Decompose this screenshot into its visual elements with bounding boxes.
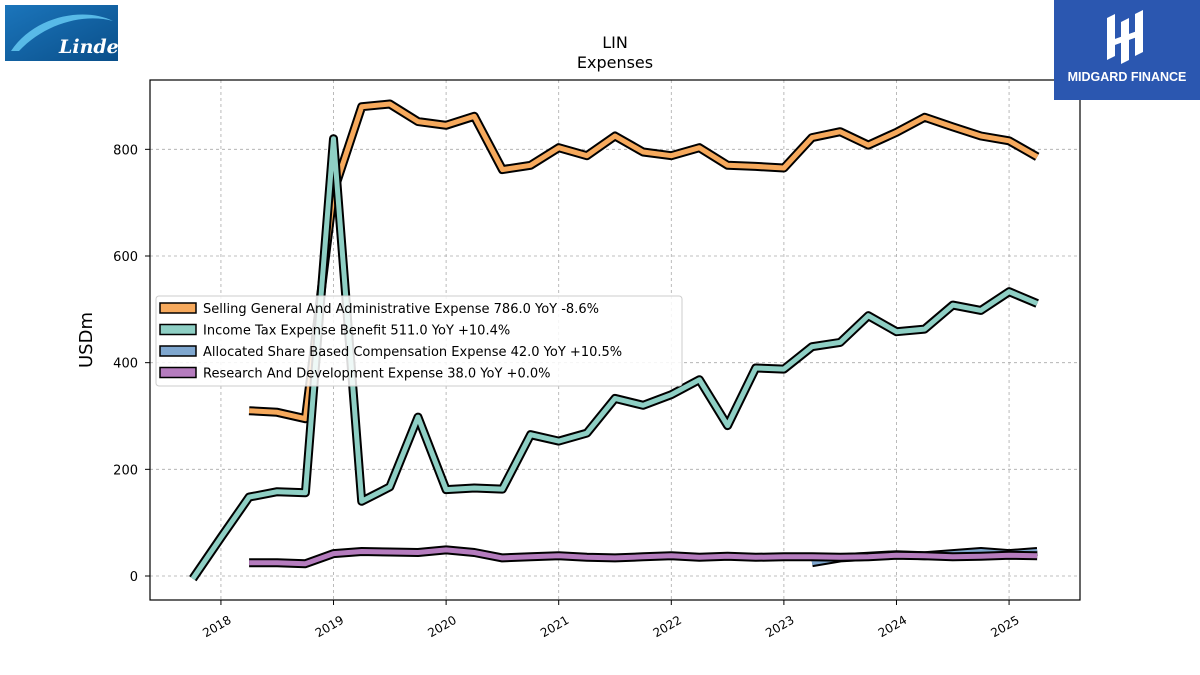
legend-box: [155, 295, 683, 387]
chart-subtitle: Expenses: [577, 53, 653, 72]
series-lines: [189, 99, 1040, 582]
y-tick-label: 800: [113, 143, 138, 158]
plot-frame: [149, 79, 1081, 601]
series-line-0: [248, 101, 1039, 422]
legend-label-1: Income Tax Expense Benefit 511.0 YoY +10…: [203, 324, 510, 339]
legend-swatch-3: [159, 366, 197, 379]
x-tick-label: 2025: [988, 613, 1021, 640]
midgard-finance-logo: MIDGARD FINANCE: [1054, 0, 1200, 100]
series-line-1: [190, 136, 1039, 581]
legend-label-3: Research And Development Expense 38.0 Yo…: [203, 367, 550, 382]
y-tick-label: 200: [113, 463, 138, 478]
legend-label-0: Selling General And Administrative Expen…: [203, 302, 599, 317]
series-line-3: [249, 547, 1038, 567]
legend-label-2: Allocated Share Based Compensation Expen…: [203, 345, 622, 360]
x-tick-label: 2023: [763, 613, 796, 640]
x-tick-label: 2021: [538, 613, 571, 640]
y-axis-label: USDm: [76, 312, 97, 368]
x-tick-label: 2024: [876, 613, 909, 640]
legend-swatch-2: [159, 345, 197, 357]
legend-swatch-1: [159, 323, 197, 336]
midgard-logo-text: MIDGARD FINANCE: [1068, 70, 1187, 84]
linde-logo-text: Linde: [58, 36, 118, 58]
x-tick-label: 2019: [313, 613, 346, 640]
chart-title: LIN: [602, 33, 628, 52]
y-tick-label: 600: [113, 250, 138, 265]
x-ticks: 2018 2019 2020 2021 2022 2023 2024 2025: [200, 600, 1022, 640]
y-tick-label: 0: [130, 570, 138, 585]
legend-swatch-0: [159, 302, 197, 314]
y-tick-label: 400: [113, 357, 138, 372]
linde-logo: Linde: [5, 5, 118, 61]
x-tick-label: 2020: [425, 613, 458, 640]
x-tick-label: 2022: [651, 613, 684, 640]
legend: Selling General And Administrative Expen…: [155, 295, 683, 387]
x-tick-label: 2018: [200, 613, 233, 640]
y-ticks: 0 200 400 600 800: [113, 143, 150, 585]
